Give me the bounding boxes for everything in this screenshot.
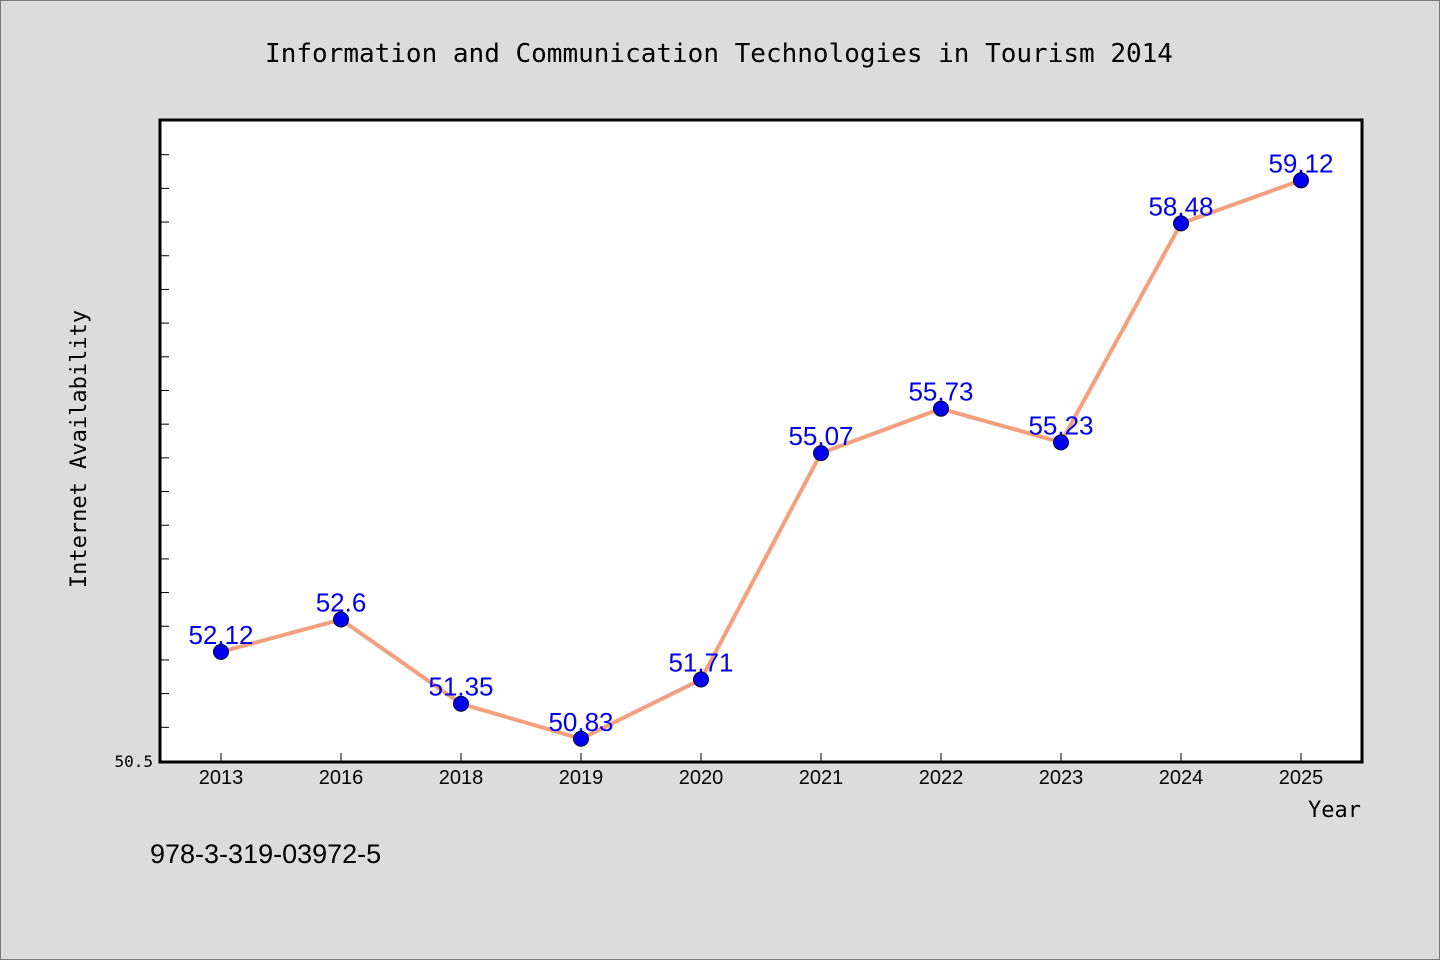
x-axis-ticks <box>220 753 1302 761</box>
x-tick-label: 2022 <box>919 767 964 789</box>
x-tick-label: 2013 <box>199 767 244 789</box>
x-tick-label: 2024 <box>1159 767 1204 789</box>
chart-title: Information and Communication Technologi… <box>265 39 1173 69</box>
y-axis-ticks <box>161 120 169 762</box>
x-tick-label: 2019 <box>559 767 604 789</box>
data-point <box>693 671 709 688</box>
data-point <box>333 611 349 628</box>
plot-area <box>158 118 1364 764</box>
x-tick-label: 2020 <box>679 767 724 789</box>
data-point <box>213 643 229 660</box>
data-points <box>213 172 1309 747</box>
data-point <box>813 445 829 462</box>
data-label: 52.6 <box>316 588 367 618</box>
data-point <box>933 400 949 417</box>
data-point <box>1053 434 1069 451</box>
y-tick-label: 50.5 <box>114 752 153 771</box>
y-axis-label: Internet Availability <box>67 310 92 588</box>
data-label: 55.23 <box>1028 410 1093 440</box>
x-tick-label: 2021 <box>799 767 844 789</box>
data-point <box>573 730 589 747</box>
isbn-text: 978-3-319-03972-5 <box>150 839 381 869</box>
data-point <box>1293 172 1309 189</box>
data-label: 50.83 <box>548 707 613 737</box>
data-labels: 52.12 52.6 51.35 50.83 51.71 55.07 55.73 55.23 5… <box>188 148 1333 736</box>
data-label: 52.12 <box>188 620 253 650</box>
data-point <box>1173 215 1189 232</box>
x-axis-label: Year <box>1308 798 1361 823</box>
data-label: 51.35 <box>428 672 493 702</box>
data-point <box>453 695 469 712</box>
x-tick-label: 2016 <box>319 767 364 789</box>
data-label: 55.07 <box>788 421 853 451</box>
data-label: 51.71 <box>668 647 733 677</box>
series-line <box>219 178 1303 741</box>
data-label: 59.12 <box>1268 148 1333 178</box>
data-label: 58.48 <box>1148 191 1213 221</box>
x-tick-label: 2025 <box>1279 767 1324 789</box>
x-tick-labels: 2013 2016 2018 2019 2020 2021 2022 2023 2024 2025 <box>199 767 1324 789</box>
x-tick-label: 2018 <box>439 767 484 789</box>
data-label: 55.73 <box>908 377 973 407</box>
x-tick-label: 2023 <box>1039 767 1084 789</box>
